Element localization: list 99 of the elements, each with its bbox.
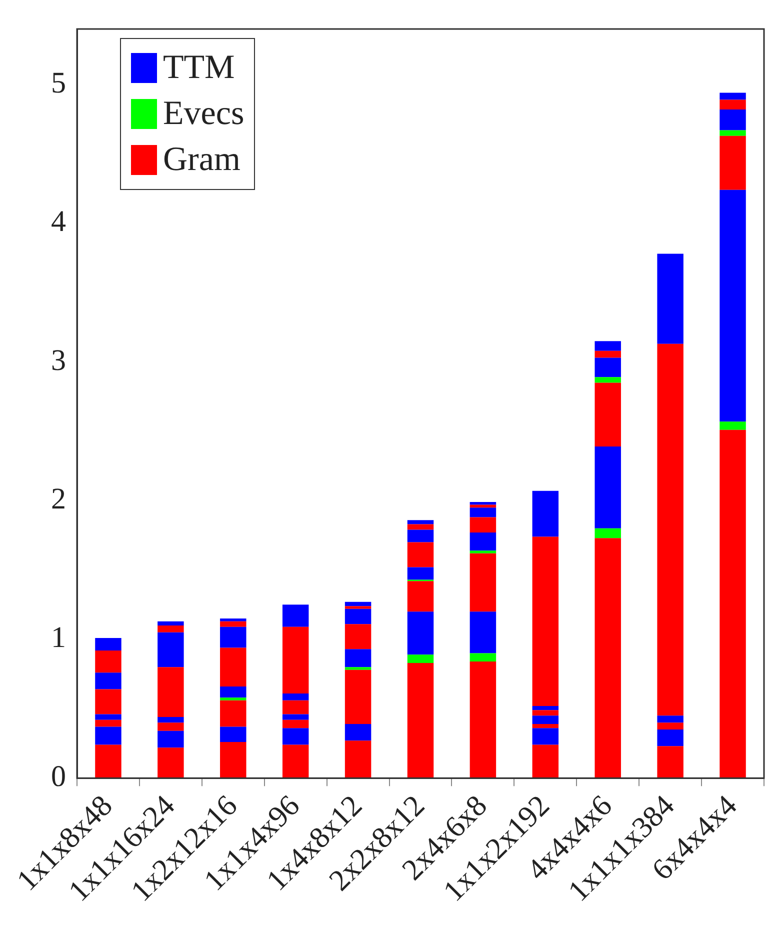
bar xyxy=(282,626,309,694)
bar xyxy=(470,612,496,654)
bar xyxy=(95,672,122,690)
bar xyxy=(220,726,246,742)
bar xyxy=(407,581,434,612)
bar xyxy=(470,653,496,662)
bar xyxy=(220,686,246,698)
bar xyxy=(657,746,684,778)
y-tick-label: 2 xyxy=(51,482,66,516)
bar xyxy=(470,532,496,551)
bar xyxy=(344,670,372,724)
bar xyxy=(407,612,434,655)
bar xyxy=(720,130,746,136)
bar xyxy=(220,626,246,648)
bar xyxy=(407,662,434,778)
bar xyxy=(95,689,122,714)
bar xyxy=(470,508,496,518)
bar xyxy=(407,654,434,663)
bar xyxy=(220,648,246,687)
bar xyxy=(594,528,621,538)
bar xyxy=(657,344,684,716)
bar xyxy=(407,520,434,524)
bar xyxy=(158,730,184,748)
bar xyxy=(532,716,559,724)
bar xyxy=(344,724,372,741)
bar xyxy=(282,693,309,700)
bar xyxy=(220,700,246,727)
legend-label: TTM xyxy=(163,48,235,88)
bar xyxy=(720,92,746,100)
bar xyxy=(720,190,746,422)
bar xyxy=(470,502,496,505)
bar xyxy=(657,730,684,746)
bar xyxy=(594,341,621,351)
bar xyxy=(407,524,434,530)
bar xyxy=(594,382,621,447)
y-tick-label: 0 xyxy=(51,760,66,793)
legend-label: Gram xyxy=(163,140,240,180)
bar xyxy=(282,720,309,728)
bar xyxy=(720,109,746,130)
bar xyxy=(407,542,434,568)
bar xyxy=(594,358,621,378)
bar xyxy=(158,621,184,626)
bar xyxy=(594,538,621,778)
bar xyxy=(220,618,246,622)
bar xyxy=(158,625,184,632)
bar xyxy=(532,536,559,706)
bar xyxy=(470,550,496,554)
bar xyxy=(532,728,559,745)
bar xyxy=(95,714,122,720)
bar xyxy=(282,700,309,714)
bar xyxy=(720,422,746,430)
y-tick-label: 4 xyxy=(51,205,66,238)
bar xyxy=(158,717,184,723)
bar xyxy=(282,728,309,745)
bar xyxy=(657,722,684,730)
bar xyxy=(282,604,309,627)
bar xyxy=(344,606,372,609)
bar xyxy=(344,667,372,670)
bar xyxy=(407,567,434,580)
bar xyxy=(282,714,309,720)
bar xyxy=(95,638,122,650)
bar xyxy=(344,602,372,606)
bar xyxy=(720,430,746,778)
bar xyxy=(95,720,122,727)
bar xyxy=(158,667,184,718)
bar xyxy=(344,740,372,778)
bar xyxy=(95,726,122,745)
bar xyxy=(470,553,496,612)
bar xyxy=(407,530,434,542)
bar xyxy=(344,649,372,668)
bar xyxy=(532,706,559,710)
bar xyxy=(344,608,372,624)
legend-label: Evecs xyxy=(163,94,244,134)
bar xyxy=(594,446,621,528)
bar xyxy=(532,744,559,778)
bar xyxy=(532,490,559,537)
bar xyxy=(720,100,746,110)
bar xyxy=(158,632,184,668)
bar xyxy=(594,377,621,383)
bar xyxy=(158,722,184,731)
bar xyxy=(220,621,246,627)
bar xyxy=(282,744,309,778)
bar xyxy=(95,650,122,673)
y-tick-label: 5 xyxy=(51,66,66,100)
bar xyxy=(594,350,621,358)
bar xyxy=(470,662,496,778)
bar xyxy=(657,716,684,723)
bar xyxy=(344,624,372,650)
bar xyxy=(220,742,246,778)
bar xyxy=(220,698,246,700)
bar xyxy=(470,517,496,533)
bar xyxy=(720,136,746,190)
bar xyxy=(657,254,684,344)
bar xyxy=(532,724,559,728)
bar xyxy=(95,744,122,778)
bar xyxy=(158,748,184,778)
bar xyxy=(532,710,559,716)
y-tick-label: 3 xyxy=(51,344,66,377)
y-tick-label: 1 xyxy=(51,621,66,654)
